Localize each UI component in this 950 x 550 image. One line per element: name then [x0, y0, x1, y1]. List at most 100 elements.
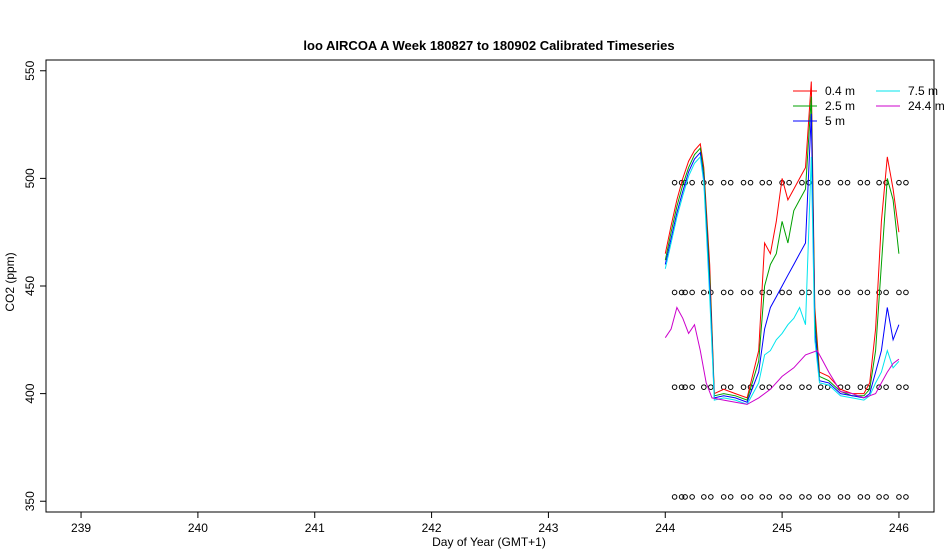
x-tick-label: 246 [889, 521, 909, 535]
marker-point [740, 384, 747, 390]
marker-point [799, 384, 805, 390]
marker-point [799, 179, 805, 186]
marker-point [799, 289, 805, 296]
marker-point [678, 494, 685, 500]
legend-label: 24.4 m [908, 99, 945, 113]
marker-point [678, 289, 685, 296]
marker-point [824, 494, 831, 500]
marker-point [903, 179, 909, 186]
marker-point [786, 179, 792, 186]
marker-point [837, 179, 844, 186]
marker-point [896, 494, 902, 500]
series-line-4 [664, 306, 900, 405]
marker-point [747, 494, 754, 500]
legend-label: 0.4 m [825, 84, 855, 98]
marker-point [708, 494, 714, 500]
marker-point [766, 289, 773, 296]
x-tick-label: 244 [655, 521, 675, 535]
marker-point [766, 384, 773, 390]
marker-point [903, 384, 909, 390]
marker-point [678, 384, 685, 390]
x-tick-label: 240 [188, 521, 208, 535]
marker-point [740, 494, 747, 500]
marker-point [896, 179, 902, 186]
marker-point [766, 179, 773, 186]
marker-point [671, 289, 678, 296]
series-line-0 [664, 81, 900, 399]
marker-point [747, 179, 754, 186]
marker-point [883, 289, 889, 296]
marker-point [844, 289, 851, 296]
y-tick-label: 550 [23, 60, 37, 80]
marker-point [671, 384, 678, 390]
marker-point [727, 289, 734, 296]
marker-point [864, 494, 871, 500]
marker-point [701, 494, 707, 500]
marker-point [708, 179, 714, 186]
marker-point [689, 384, 695, 390]
marker-point [740, 289, 747, 296]
marker-point [806, 289, 812, 296]
series-lines [664, 81, 900, 406]
marker-point [883, 494, 889, 500]
marker-point [720, 179, 727, 186]
y-tick-label: 400 [23, 383, 37, 403]
marker-point [779, 494, 785, 500]
x-tick-label: 243 [538, 521, 558, 535]
marker-point [883, 384, 889, 390]
marker-point [689, 179, 695, 186]
marker-point [817, 289, 824, 296]
marker-point [720, 289, 727, 296]
marker-point [779, 384, 785, 390]
marker-point [876, 494, 882, 500]
series-line-1 [664, 96, 900, 401]
series-line-3 [664, 155, 900, 406]
marker-point [844, 494, 851, 500]
legend: 0.4 m2.5 m5 m 7.5 m24.4 m [793, 84, 945, 128]
marker-point [682, 494, 688, 500]
marker-point [682, 289, 688, 296]
marker-point [747, 289, 754, 296]
marker-point [806, 494, 812, 500]
marker-point [844, 179, 851, 186]
marker-point [837, 289, 844, 296]
y-tick-label: 450 [23, 276, 37, 296]
plot-frame [45, 59, 935, 513]
marker-point [720, 494, 727, 500]
marker-point [903, 289, 909, 296]
marker-point [759, 179, 766, 186]
marker-point [727, 494, 734, 500]
marker-point [766, 494, 773, 500]
marker-point [786, 494, 792, 500]
marker-point [817, 494, 824, 500]
marker-point [806, 384, 812, 390]
marker-point [701, 384, 707, 390]
marker-point [786, 384, 792, 390]
marker-point [759, 494, 766, 500]
marker-point [682, 384, 688, 390]
marker-point [740, 179, 747, 186]
marker-point [671, 179, 678, 186]
marker-point [779, 289, 785, 296]
x-axis-label: Day of Year (GMT+1) [432, 535, 546, 549]
legend-label: 7.5 m [908, 84, 938, 98]
y-tick-label: 500 [23, 168, 37, 188]
marker-point [896, 384, 902, 390]
x-tick-label: 242 [422, 521, 442, 535]
marker-point [896, 289, 902, 296]
marker-point [857, 179, 864, 186]
marker-points [671, 179, 909, 500]
marker-point [799, 494, 805, 500]
marker-point [903, 494, 909, 500]
marker-point [857, 289, 864, 296]
marker-point [864, 179, 871, 186]
marker-point [824, 179, 831, 186]
marker-point [701, 289, 707, 296]
marker-point [876, 179, 882, 186]
series-line-2 [664, 113, 900, 403]
marker-point [824, 289, 831, 296]
marker-point [671, 494, 678, 500]
x-tick-label: 241 [305, 521, 325, 535]
marker-point [857, 384, 864, 390]
